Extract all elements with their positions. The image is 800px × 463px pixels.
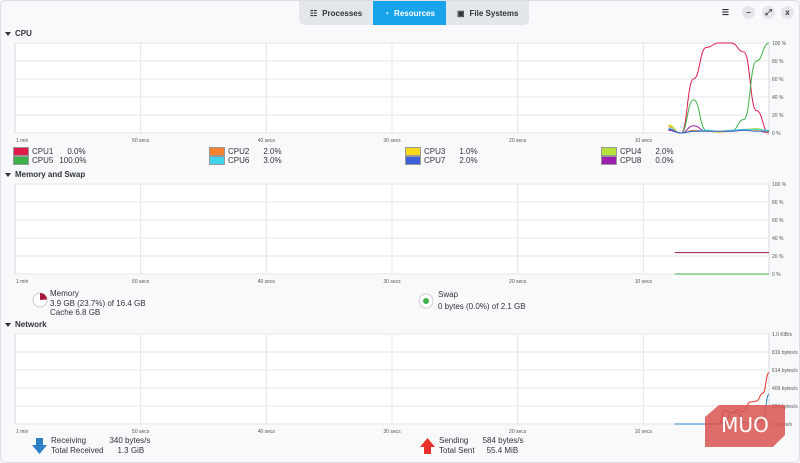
cpu-legend-item[interactable]: CPU5 100.0% (13, 156, 86, 165)
section-memory[interactable]: Memory and Swap (5, 170, 85, 179)
maximize-icon: ⤢ (765, 7, 772, 17)
close-button[interactable]: x (781, 6, 794, 19)
memory-legend: Memory 3.9 GB (23.7%) of 16.4 GB Cache 6.8… (32, 289, 146, 318)
y-tick-label: 409 bytes/s (772, 386, 798, 392)
x-tick-label: 10 secs (635, 138, 653, 144)
memory-pie-icon (32, 292, 48, 308)
y-tick-label: 60 % (772, 218, 784, 224)
cpu-legend-item[interactable]: CPU8 0.0% (601, 156, 674, 165)
y-tick-label: 20 % (772, 113, 784, 119)
series-line-cpu7 (668, 128, 769, 134)
x-tick-label: 40 secs (258, 429, 276, 435)
tab-file-systems[interactable]: ▣ File Systems (456, 8, 519, 18)
disk-icon: ▣ (456, 8, 465, 18)
color-swatch[interactable] (209, 156, 225, 165)
download-arrow-icon (32, 437, 47, 454)
swap-legend: Swap 0 bytes (0.0%) of 2.1 GB (418, 289, 526, 313)
y-tick-label: 40 % (772, 236, 784, 242)
memory-history-graph: 100 % 80 % 60 % 40 % 20 % 0 % 1 min 50 secs 40 s… (14, 182, 787, 285)
minimize-icon: – (746, 8, 751, 17)
x-tick-label: 50 secs (132, 279, 150, 285)
view-switcher: ☷ Processes ◔ Resources ▣ File Systems (299, 1, 530, 25)
gauge-icon: ◔ (384, 8, 390, 18)
cpu-legend-item[interactable]: CPU2 2.0% (209, 147, 282, 156)
menu-button[interactable]: ☰ (719, 6, 732, 19)
x-tick-label: 10 secs (635, 429, 653, 435)
tab-resources[interactable]: ◔ Resources (373, 1, 446, 25)
y-tick-label: 60 % (772, 77, 784, 83)
tab-processes[interactable]: ☷ Processes (310, 8, 363, 18)
x-tick-label: 20 secs (509, 279, 527, 285)
y-tick-label: 1.0 KiB/s (772, 332, 793, 338)
watermark-text: MUO (721, 413, 769, 437)
x-tick-label: 20 secs (509, 429, 527, 435)
x-tick-label: 1 min (16, 429, 28, 435)
x-tick-label: 1 min (16, 279, 28, 285)
x-tick-label: 20 secs (509, 138, 527, 144)
maximize-button[interactable]: ⤢ (762, 6, 775, 19)
hamburger-icon: ☰ (721, 8, 730, 17)
expander-icon (5, 322, 11, 327)
y-tick-label: 40 % (772, 95, 784, 101)
y-tick-label: 80 % (772, 200, 784, 206)
receiving-legend: Receiving Total Received 340 bytes/s 1.3 G… (32, 436, 150, 455)
x-tick-label: 50 secs (132, 138, 150, 144)
upload-arrow-icon (420, 437, 435, 454)
color-swatch[interactable] (209, 147, 225, 156)
color-swatch[interactable] (601, 156, 617, 165)
muo-watermark-logo: MUO (705, 405, 785, 447)
color-swatch[interactable] (13, 156, 29, 165)
close-icon: x (785, 8, 790, 17)
color-swatch[interactable] (13, 147, 29, 156)
section-network[interactable]: Network (5, 320, 47, 329)
color-swatch[interactable] (405, 147, 421, 156)
minimize-button[interactable]: – (742, 6, 755, 19)
x-tick-label: 10 secs (635, 279, 653, 285)
x-tick-label: 50 secs (132, 429, 150, 435)
x-tick-label: 40 secs (258, 279, 276, 285)
y-tick-label: 614 bytes/s (772, 368, 798, 374)
x-tick-label: 1 min (16, 138, 28, 144)
cpu-legend-item[interactable]: CPU4 2.0% (601, 147, 674, 156)
y-tick-label: 100 % (772, 41, 787, 47)
y-tick-label: 0 % (772, 272, 781, 278)
sending-legend: Sending Total Sent 584 bytes/s 55.4 MiB (420, 436, 524, 455)
x-tick-label: 30 secs (383, 279, 401, 285)
network-history-graph: 1.0 KiB/s 819 bytes/s 614 bytes/s 409 bytes… (14, 332, 798, 435)
y-tick-label: 204 bytes/s (772, 404, 798, 410)
color-swatch[interactable] (601, 147, 617, 156)
y-tick-label: 20 % (772, 254, 784, 260)
cpu-legend-item[interactable]: CPU1 0.0% (13, 147, 86, 156)
y-tick-label: 819 bytes/s (772, 350, 798, 356)
cpu-legend-item[interactable]: CPU6 3.0% (209, 156, 282, 165)
cpu-legend-item[interactable]: CPU3 1.0% (405, 147, 478, 156)
y-tick-label: 100 % (772, 182, 787, 188)
x-tick-label: 30 secs (383, 138, 401, 144)
section-cpu[interactable]: CPU (5, 29, 32, 38)
cpu-legend-item[interactable]: CPU7 2.0% (405, 156, 478, 165)
cpu-history-graph: 100 % 80 % 60 % 40 % 20 % 0 % 1 min 50 secs 40 s… (14, 41, 787, 144)
y-tick-label: 0 % (772, 131, 781, 137)
color-swatch[interactable] (405, 156, 421, 165)
series-line-cpu1 (668, 42, 770, 134)
y-tick-label: 80 % (772, 59, 784, 65)
x-tick-label: 30 secs (383, 429, 401, 435)
x-tick-label: 40 secs (258, 138, 276, 144)
list-icon: ☷ (310, 8, 318, 18)
swap-pie-icon (418, 293, 434, 309)
expander-icon (5, 31, 11, 36)
expander-icon (5, 172, 11, 177)
